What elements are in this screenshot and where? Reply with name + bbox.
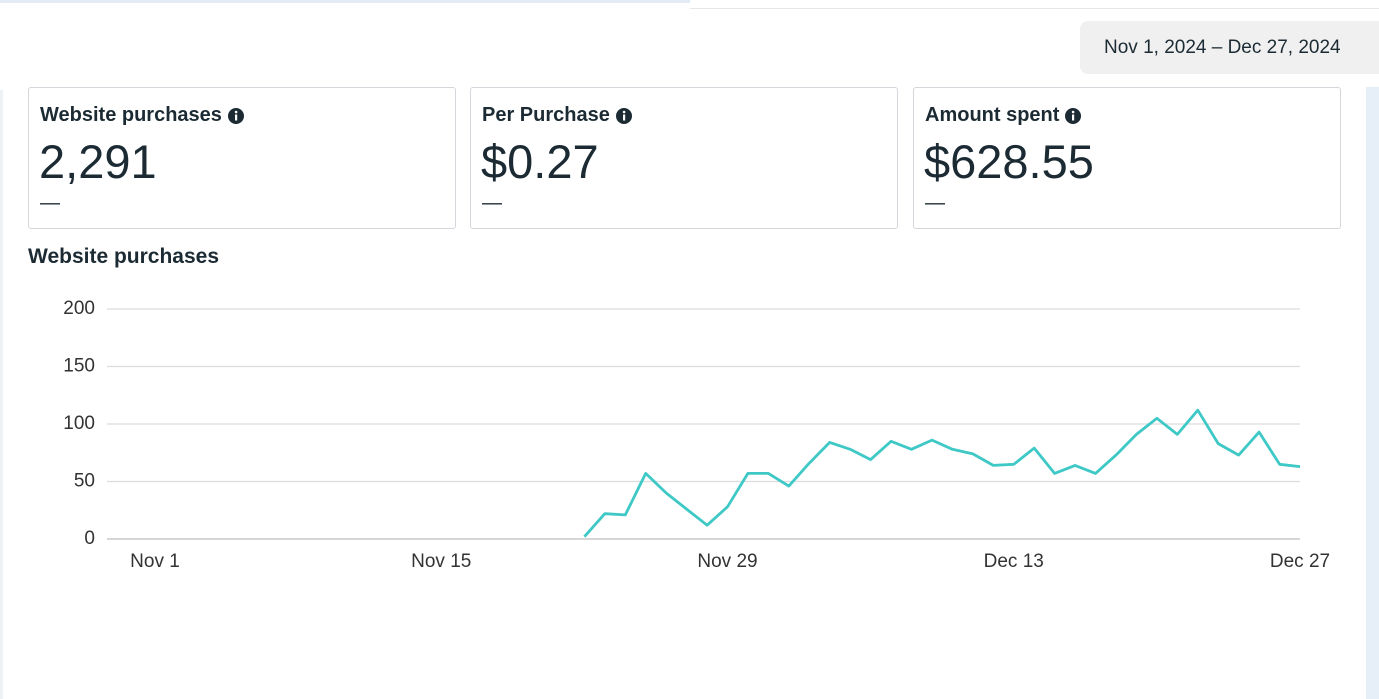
scroll-track: [1366, 87, 1379, 699]
card-label-row: Per Purchase: [482, 104, 633, 127]
card-value: $0.27: [481, 135, 599, 188]
panel-edge: [0, 90, 3, 699]
info-icon[interactable]: [615, 107, 633, 125]
y-tick-label: 0: [84, 528, 95, 549]
x-tick-label: Nov 1: [130, 551, 180, 572]
date-range-button[interactable]: Nov 1, 2024 – Dec 27, 2024: [1080, 21, 1379, 74]
chart-title: Website purchases: [28, 245, 220, 268]
card-comparison: —: [40, 192, 60, 214]
card-label: Amount spent: [925, 104, 1060, 126]
card-label: Website purchases: [40, 104, 222, 126]
info-icon[interactable]: [1064, 107, 1082, 125]
card-value: $628.55: [924, 135, 1094, 188]
x-tick-label: Dec 27: [1270, 551, 1330, 572]
y-tick-label: 200: [63, 298, 95, 319]
card-comparison: —: [482, 192, 502, 214]
y-tick-label: 50: [74, 471, 95, 492]
y-tick-label: 100: [63, 413, 95, 434]
card-label-row: Website purchases: [40, 104, 245, 127]
metric-card: Per Purchase $0.27 —: [470, 87, 898, 229]
x-tick-label: Dec 13: [984, 551, 1044, 572]
info-icon[interactable]: [227, 107, 245, 125]
tab-indicator: [0, 0, 690, 3]
y-tick-label: 150: [63, 356, 95, 377]
divider: [690, 8, 1379, 9]
card-value: 2,291: [39, 135, 157, 188]
metric-card: Website purchases 2,291 —: [28, 87, 456, 229]
card-comparison: —: [925, 192, 945, 214]
data-line: [583, 408, 1301, 538]
card-label-row: Amount spent: [925, 104, 1082, 127]
card-label: Per Purchase: [482, 104, 610, 126]
metric-card: Amount spent $628.55 —: [913, 87, 1341, 229]
x-tick-label: Nov 15: [411, 551, 471, 572]
x-tick-label: Nov 29: [697, 551, 757, 572]
